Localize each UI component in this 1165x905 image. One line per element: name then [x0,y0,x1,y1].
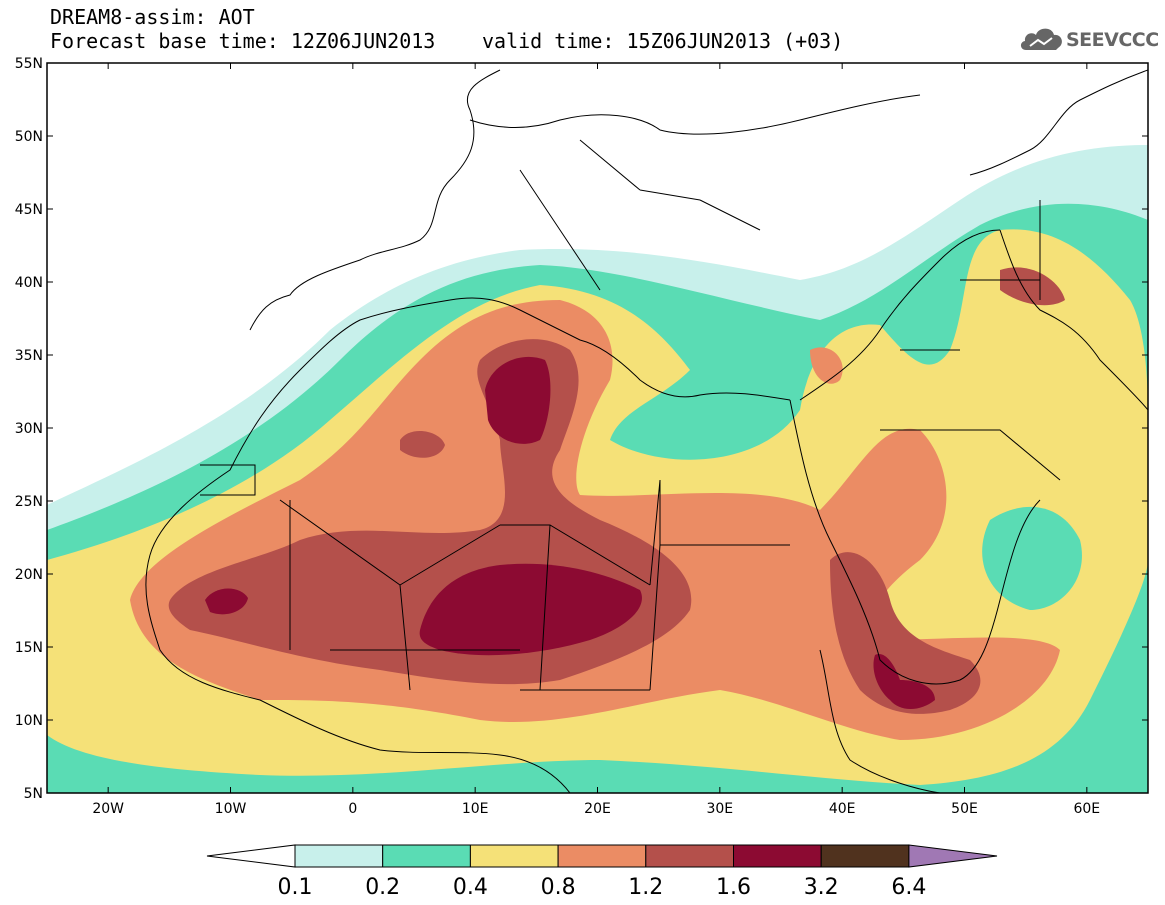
lat-label: 20N [15,567,43,583]
lon-label: 20E [584,801,611,817]
lon-label: 60E [1073,801,1100,817]
colorbar-segment [733,844,822,868]
colorbar-segment [294,844,384,868]
lat-label: 30N [15,421,43,437]
lat-label: 40N [15,275,43,291]
colorbar-tick-label: 6.4 [891,875,926,900]
colorbar-segment [557,844,647,868]
lat-label: 15N [15,640,43,656]
colorbar-overflow [908,844,998,868]
lon-label: 10W [215,801,247,817]
colorbar-tick-label: 0.2 [365,875,400,900]
colorbar-tick-label: 0.1 [278,875,313,900]
cloud-icon [1020,28,1062,50]
aot-field [47,63,1148,793]
colorbar-tick-label: 3.2 [804,875,839,900]
colorbar-tick-label: 0.8 [541,875,576,900]
valid-time: valid time: 15Z06JUN2013 (+03) [482,29,844,53]
lat-label: 50N [15,129,43,145]
seevccc-logo: SEEVCCC [1016,20,1159,60]
coastlines [145,69,1148,793]
colorbar-tick-label: 0.4 [453,875,488,900]
lon-label: 50E [951,801,978,817]
longitude-axis: 20W 10W 0 10E 20E 30E 40E 50E 60E [92,63,1100,817]
lon-label: 40E [829,801,856,817]
lat-label: 35N [15,348,43,364]
chart-title: DREAM8-assim: AOT [50,5,255,29]
colorbar-tick-label: 1.2 [628,875,663,900]
logo-text: SEEVCCC [1066,29,1159,51]
colorbar: 0.1 0.2 0.4 0.8 1.2 1.6 3.2 6.4 [206,844,998,900]
lat-label: 25N [15,494,43,510]
colorbar-segment [469,844,559,868]
lat-label: 45N [15,202,43,218]
colorbar-segment [820,844,910,868]
colorbar-tick-label: 1.6 [716,875,751,900]
colorbar-underflow [206,844,296,868]
lon-label: 20W [92,801,124,817]
latitude-axis: 55N 50N 45N 40N 35N 30N 25N 20N 15N 10N 5N [15,56,1148,802]
lon-label: 0 [348,801,357,817]
colorbar-segment [645,844,734,868]
lat-label: 10N [15,713,43,729]
forecast-base-time: Forecast base time: 12Z06JUN2013 [50,29,436,53]
lat-label: 5N [24,786,43,802]
colorbar-segment [382,844,471,868]
lon-label: 30E [706,801,733,817]
lon-label: 10E [462,801,489,817]
lat-label: 55N [15,56,43,72]
